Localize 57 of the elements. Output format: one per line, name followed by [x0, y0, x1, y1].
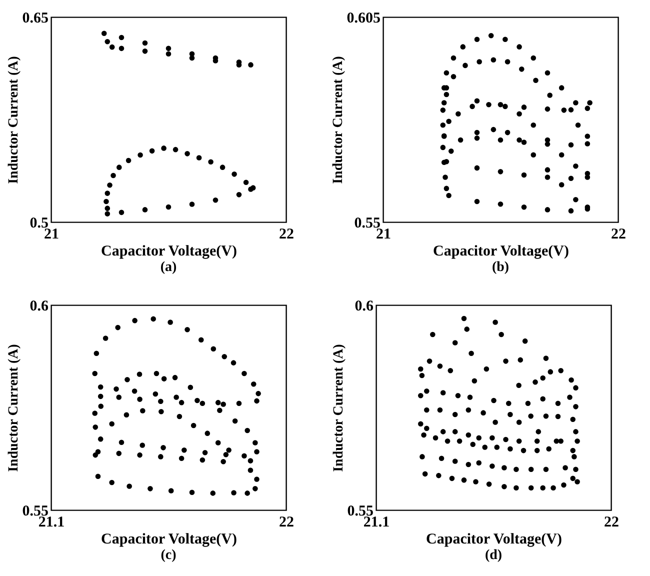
point: [220, 164, 226, 170]
y-axis-title: Inductor Current (A): [331, 344, 346, 472]
y-tick-label: 0.6: [354, 298, 374, 314]
y-axis-title: Inductor Current (A): [330, 56, 346, 184]
x-tick-label: 22: [279, 226, 294, 242]
point: [172, 146, 178, 152]
point: [118, 210, 124, 216]
y-tick-label: 0.605: [346, 10, 380, 26]
point: [161, 146, 166, 151]
point: [104, 38, 110, 44]
point: [138, 152, 143, 158]
point: [142, 48, 148, 54]
point: [166, 204, 172, 210]
point: [166, 46, 172, 52]
point: [110, 172, 116, 178]
point: [118, 46, 124, 52]
x-tick-label: 22: [604, 514, 619, 530]
point: [104, 198, 109, 204]
point: [142, 40, 148, 46]
x-axis-title: Capacitor Voltage(V): [433, 244, 569, 260]
x-tick-label: 21: [44, 226, 59, 242]
text: (d): [484, 548, 502, 563]
point: [104, 190, 110, 196]
point: [236, 192, 242, 198]
x-tick-label: 22: [279, 514, 294, 530]
y-tick-label: 0.6: [30, 298, 49, 314]
y-axis-title: Inductor Current (A): [6, 344, 22, 472]
point: [104, 206, 110, 211]
text: (a): [160, 260, 177, 275]
x-tick-label: 22: [611, 226, 626, 242]
text: (c): [160, 548, 177, 563]
point: [142, 207, 148, 212]
point: [104, 211, 110, 216]
point: [248, 62, 254, 68]
point: [116, 164, 122, 170]
point: [166, 51, 172, 57]
x-axis-title: Capacitor Voltage(V): [426, 532, 562, 548]
point: [107, 182, 112, 188]
point: [232, 172, 237, 177]
x-axis-title: Capacitor Voltage(V): [101, 532, 237, 548]
y-tick-label: 0.65: [22, 10, 48, 26]
y-axis-title: Inductor Current (A): [6, 56, 22, 184]
x-axis-title: Capacitor Voltage(V): [101, 244, 237, 260]
point: [109, 44, 115, 50]
text: (b): [492, 260, 510, 275]
point: [212, 197, 218, 203]
x-tick-label: 21: [376, 226, 391, 242]
point: [118, 34, 124, 40]
point: [196, 155, 202, 160]
point: [101, 30, 107, 36]
point: [189, 202, 195, 207]
point: [149, 148, 155, 154]
point: [250, 185, 256, 190]
point: [184, 151, 190, 156]
point: [208, 159, 214, 165]
point: [243, 180, 249, 186]
point: [126, 158, 132, 164]
